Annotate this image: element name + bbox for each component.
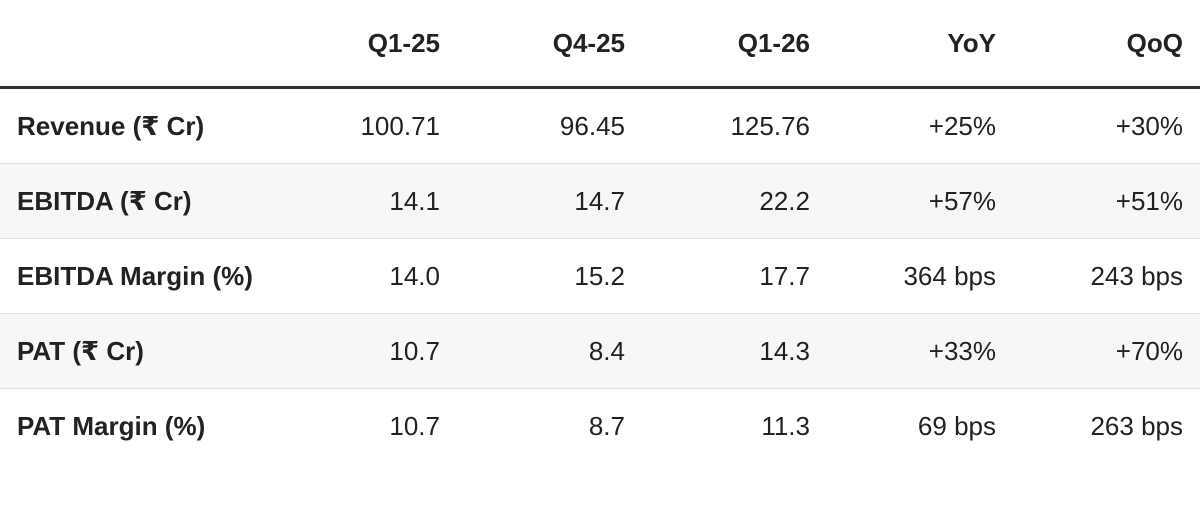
column-header xyxy=(0,0,270,89)
table-cell: 8.7 xyxy=(588,410,625,441)
row-label: PAT (₹ Cr) xyxy=(0,313,270,389)
table-cell: 69 bps xyxy=(917,410,996,441)
column-header: Q1-25 xyxy=(270,0,457,89)
table-cell: 364 bps xyxy=(827,238,1013,314)
column-header: Q4-25 xyxy=(457,0,642,89)
table-cell: 243 bps xyxy=(1013,238,1200,314)
table-cell: 14.7 xyxy=(457,163,642,239)
table-cell: 10.7 xyxy=(270,313,457,389)
column-header: QoQ xyxy=(1013,0,1200,89)
table-row: EBITDA (₹ Cr) 14.1 14.7 22.2 +57% +51% xyxy=(0,163,1200,239)
table-cell: 96.45 xyxy=(457,87,642,164)
table-cell: 17.7 xyxy=(642,238,827,314)
table-cell: +30% xyxy=(1013,87,1200,164)
row-label: EBITDA (₹ Cr) xyxy=(0,163,270,239)
table-row: PAT Margin (%) 10.7 8.7 11.3 69 bps 263 bps xyxy=(0,389,1200,464)
table-cell: 8.4 xyxy=(457,313,642,389)
table-cell: 125.76 xyxy=(642,87,827,164)
table-cell: 22.2 xyxy=(642,163,827,239)
header-row: Q1-25 Q4-25 Q1-26 YoY QoQ xyxy=(0,0,1200,89)
table-cell: +57% xyxy=(827,163,1013,239)
row-label: PAT Margin (%) xyxy=(17,410,206,441)
row-label: EBITDA Margin (%) xyxy=(0,238,270,314)
table-cell: 14.0 xyxy=(270,238,457,314)
table-cell: 263 bps xyxy=(1090,410,1183,441)
column-header: Q1-26 xyxy=(642,0,827,89)
row-label: Revenue (₹ Cr) xyxy=(0,87,270,164)
table-row: PAT (₹ Cr) 10.7 8.4 14.3 +33% +70% xyxy=(0,313,1200,389)
table-row: EBITDA Margin (%) 14.0 15.2 17.7 364 bps 243 … xyxy=(0,238,1200,314)
table-cell: 11.3 xyxy=(761,410,810,441)
financial-table: Q1-25 Q4-25 Q1-26 YoY QoQ Revenue (₹ Cr) 100.… xyxy=(0,0,1200,464)
table-cell: 100.71 xyxy=(270,87,457,164)
table-cell: +51% xyxy=(1013,163,1200,239)
table-cell: +33% xyxy=(827,313,1013,389)
table-cell: 14.3 xyxy=(642,313,827,389)
table-cell: +70% xyxy=(1013,313,1200,389)
table-row: Revenue (₹ Cr) 100.71 96.45 125.76 +25% +30% xyxy=(0,87,1200,164)
table-cell: 10.7 xyxy=(389,410,440,441)
table-body: Revenue (₹ Cr) 100.71 96.45 125.76 +25% +30% E… xyxy=(0,87,1200,464)
column-header: YoY xyxy=(827,0,1013,89)
table-cell: 15.2 xyxy=(457,238,642,314)
table-cell: +25% xyxy=(827,87,1013,164)
table-cell: 14.1 xyxy=(270,163,457,239)
